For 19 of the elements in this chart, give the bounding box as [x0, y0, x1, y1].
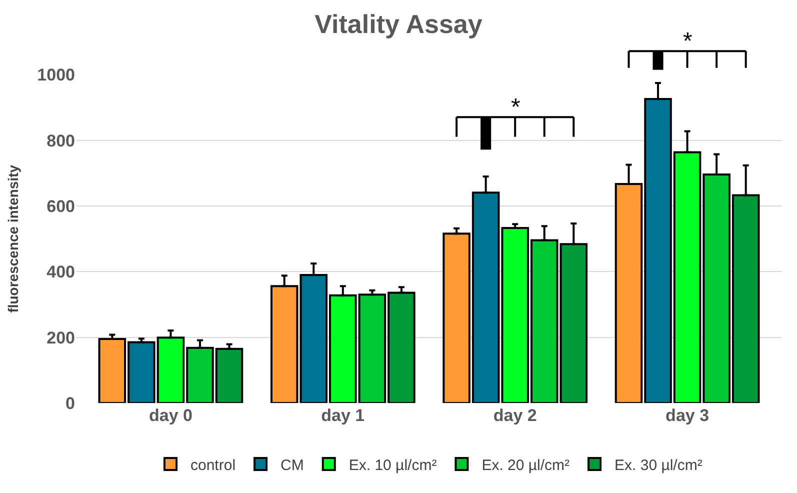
y-tick-label: 600 — [46, 197, 75, 216]
y-axis-title: fluorescence intensity — [4, 164, 21, 313]
annotation: * — [511, 94, 520, 121]
legend-label: Ex. 30 µl/cm² — [614, 456, 702, 474]
legend-label: CM — [280, 456, 304, 474]
y-tick-label: 0 — [66, 394, 75, 413]
y-tick-label: 1000 — [37, 66, 75, 85]
x-tick-label: day 1 — [321, 406, 365, 425]
y-tick-label: 400 — [46, 262, 75, 282]
y-tick-label: 200 — [46, 328, 75, 348]
x-tick-label: day 3 — [666, 406, 710, 425]
y-tick-label: 800 — [46, 131, 75, 150]
legend-label: Ex. 10 µl/cm² — [348, 456, 437, 474]
text: * — [683, 28, 692, 55]
legend-label: Ex. 20 µl/cm² — [482, 456, 570, 474]
legend-label: control — [190, 456, 236, 474]
x-tick-label: day 0 — [148, 406, 192, 425]
chart-title: Vitality Assay — [314, 8, 483, 39]
x-tick-label: day 2 — [493, 406, 537, 425]
